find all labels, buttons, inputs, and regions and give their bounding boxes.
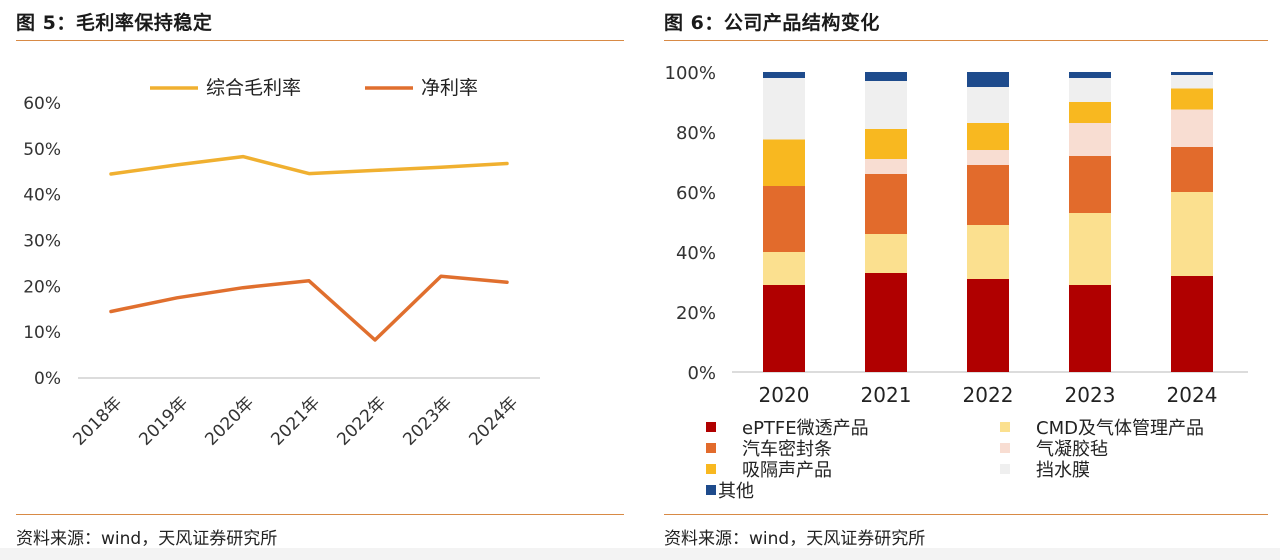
title-rule [16,40,624,41]
title-rule [664,40,1268,41]
stacked-bar-chart: 0% 20% 40% 60% 80% 100% 2020 2021 2022 2023 2024 eP… [665,63,1248,502]
legend-label: 气凝胶毡 [1036,439,1108,460]
stacked-bar-segment [967,225,1009,279]
x-tick-label: 2021 [861,383,912,407]
stacked-bar-segment [763,72,805,78]
y-tick-label: 40% [23,186,61,206]
stacked-bar-segment [865,81,907,129]
stacked-bar-segment [763,78,805,140]
x-tick-label: 2022 [963,383,1014,407]
stacked-bar-segment [1171,72,1213,75]
source-note: 资料来源：wind，天风证券研究所 [16,529,278,549]
legend-label: ePTFE微透产品 [742,418,869,439]
stacked-bar-segment [1171,192,1213,276]
legend-swatch [706,422,716,432]
series-line [109,154,509,176]
stacked-bar-segment [865,159,907,174]
y-tick-label: 10% [23,323,61,343]
stacked-bar-segment [865,273,907,372]
bottom-strip [0,548,1280,560]
y-tick-label: 80% [676,123,716,144]
stacked-bar-segment [1069,102,1111,123]
legend-label: CMD及气体管理产品 [1036,418,1204,439]
stacked-bar-segment [967,279,1009,372]
stacked-bar-segment [1171,75,1213,89]
legend-swatch [706,443,716,453]
stacked-bar-segment [1069,78,1111,102]
stacked-bar-segment [865,129,907,159]
line-chart: 0% 10% 20% 30% 40% 50% 60% 2018年 2019年 2020年 2021年… [23,77,540,450]
stacked-bar-segment [1069,72,1111,78]
legend-label: 其他 [718,481,754,502]
stacked-bar-segment [763,285,805,372]
stacked-bar-segment [763,186,805,252]
y-tick-label: 20% [676,303,716,324]
legend-swatch [1000,443,1010,453]
y-tick-label: 30% [23,232,61,252]
y-tick-label: 60% [23,94,61,114]
y-tick-label: 0% [34,369,61,389]
x-tick-label: 2020年 [201,393,258,450]
source-rule [664,514,1268,515]
legend-swatch [1000,464,1010,474]
stacked-bar-segment [1171,109,1213,147]
stacked-bar-segment [865,174,907,234]
legend-label: 汽车密封条 [742,439,832,460]
x-tick-label: 2023年 [399,393,456,450]
stacked-bar-segment [763,252,805,285]
x-tick-label: 2020 [759,383,810,407]
x-tick-label: 2018年 [69,393,126,450]
x-tick-label: 2024年 [465,393,522,450]
legend-label: 吸隔声产品 [742,460,832,481]
x-tick-label: 2022年 [333,393,390,450]
legend-swatch [706,485,716,495]
stacked-bar-segment [967,165,1009,225]
stacked-bar-segment [1069,285,1111,372]
y-tick-label: 20% [23,277,61,297]
stacked-bar-segment [967,87,1009,123]
legend-label: 综合毛利率 [206,77,301,99]
stacked-bar-segment [1171,276,1213,372]
y-tick-label: 50% [23,140,61,160]
y-tick-label: 40% [676,243,716,264]
y-tick-label: 100% [665,63,716,84]
legend-label: 净利率 [421,77,478,99]
y-tick-label: 0% [687,363,716,384]
figure-5-title: 图 5：毛利率保持稳定 [16,12,213,34]
x-tick-label: 2019年 [135,393,192,450]
stacked-bar-segment [865,234,907,273]
stacked-bar-segment [967,150,1009,165]
source-note: 资料来源：wind，天风证券研究所 [664,529,926,549]
stacked-bar-segment [1069,213,1111,285]
stacked-bar-segment [763,139,805,186]
stacked-bar-segment [967,72,1009,87]
legend-label: 挡水膜 [1036,460,1090,481]
stacked-bar-segment [865,72,907,81]
stacked-bar-segment [1171,147,1213,192]
legend-swatch [1000,422,1010,432]
x-tick-label: 2023 [1065,383,1116,407]
stacked-bar-segment [1069,123,1111,156]
legend-swatch [706,464,716,474]
source-rule [16,514,624,515]
series-line [109,274,509,342]
x-tick-label: 2021年 [267,393,324,450]
left-figure-panel: 图 5：毛利率保持稳定 0% 10% 20% 30% 40% 50% 60% 2018年 201… [16,12,624,549]
stacked-bar-segment [967,123,1009,150]
figure-6-title: 图 6：公司产品结构变化 [664,12,880,34]
right-figure-panel: 图 6：公司产品结构变化 0% 20% 40% 60% 80% 100% 2020 2021 2… [640,0,1280,560]
stacked-bar-segment [1171,88,1213,110]
y-tick-label: 60% [676,183,716,204]
stacked-bar-segment [1069,156,1111,213]
x-tick-label: 2024 [1167,383,1218,407]
